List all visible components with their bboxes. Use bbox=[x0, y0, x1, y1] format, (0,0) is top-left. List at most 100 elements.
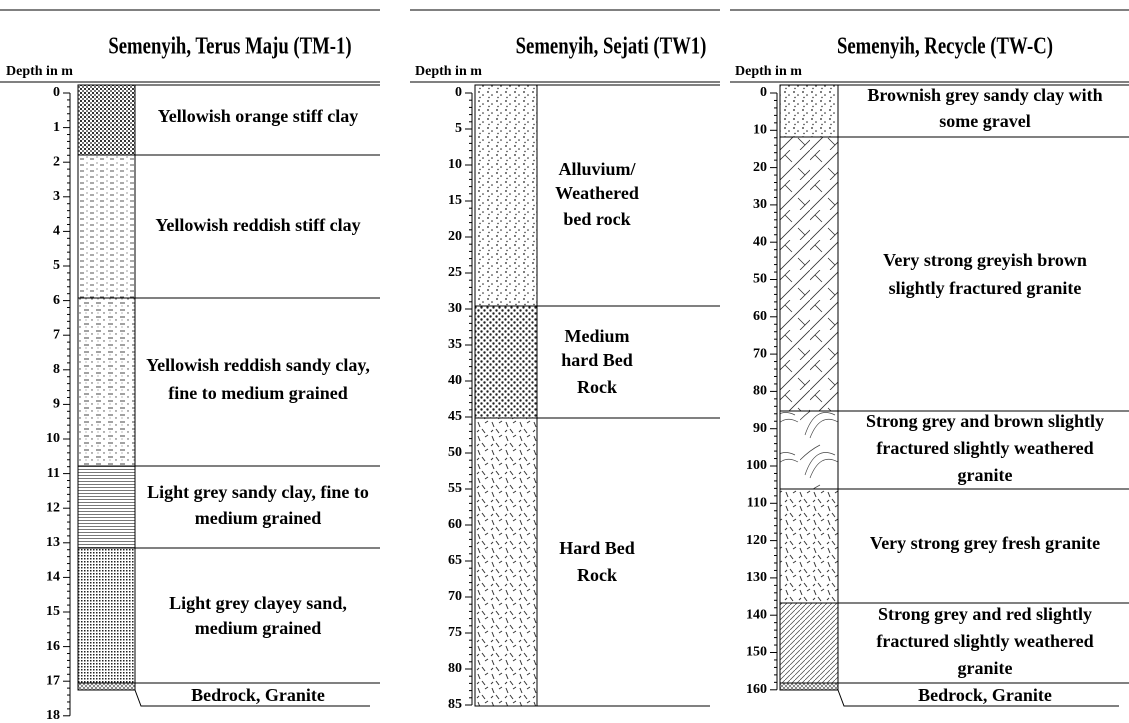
layer-fill bbox=[779, 84, 839, 138]
tick-label: 10 bbox=[448, 157, 462, 172]
layer-fill bbox=[474, 417, 538, 707]
layer-fill bbox=[77, 547, 136, 684]
tick-label: 8 bbox=[53, 362, 60, 377]
tick-label: 0 bbox=[455, 85, 462, 100]
tick-label: 50 bbox=[448, 445, 462, 460]
tick-label: 130 bbox=[746, 570, 767, 585]
layer-label: fractured slightly weathered bbox=[876, 438, 1093, 458]
tick-label: 30 bbox=[448, 301, 462, 316]
tick-label: 20 bbox=[448, 229, 462, 244]
tick-label: 20 bbox=[753, 160, 767, 175]
depth-label: Depth in m bbox=[415, 64, 482, 79]
tick-label: 6 bbox=[53, 293, 60, 308]
layer-label: Brownish grey sandy clay with bbox=[867, 85, 1102, 105]
tick-label: 35 bbox=[448, 337, 462, 352]
tick-label: 7 bbox=[53, 327, 60, 342]
tick-label: 13 bbox=[46, 535, 60, 550]
layer-label: Strong grey and brown slightly bbox=[866, 411, 1104, 431]
tick-label: 3 bbox=[53, 189, 60, 204]
tick-label: 5 bbox=[53, 258, 60, 273]
layer-label: fine to medium grained bbox=[168, 383, 348, 403]
layer-label: Rock bbox=[577, 377, 617, 397]
layer-label: Weathered bbox=[555, 183, 639, 203]
tick-label: 80 bbox=[753, 384, 767, 399]
layer-label: Light grey sandy clay, fine to bbox=[147, 482, 369, 502]
layer-label: Bedrock, Granite bbox=[918, 685, 1052, 705]
tick-label: 80 bbox=[448, 661, 462, 676]
layer-fill bbox=[77, 84, 136, 156]
tick-label: 2 bbox=[53, 154, 60, 169]
layer-label: granite bbox=[958, 658, 1013, 678]
layer-fill bbox=[77, 465, 136, 549]
layer-label: granite bbox=[958, 465, 1013, 485]
tick-label: 45 bbox=[448, 409, 462, 424]
tick-label: 150 bbox=[746, 645, 767, 660]
tick-label: 1 bbox=[53, 120, 60, 135]
tick-label: 40 bbox=[448, 373, 462, 388]
layer-label: medium grained bbox=[195, 618, 322, 638]
tick-label: 0 bbox=[760, 85, 767, 100]
tick-label: 100 bbox=[746, 458, 767, 473]
tick-label: 40 bbox=[753, 234, 767, 249]
layer-fill bbox=[77, 682, 136, 691]
tick-label: 70 bbox=[448, 589, 462, 604]
layer-label: Yellowish reddish stiff clay bbox=[155, 215, 360, 235]
layer-fill bbox=[474, 305, 538, 419]
tick-label: 50 bbox=[753, 272, 767, 287]
tick-label: 5 bbox=[455, 121, 462, 136]
tick-label: 14 bbox=[46, 570, 60, 585]
column-title: Semenyih, Terus Maju (TM-1) bbox=[108, 32, 351, 59]
tick-label: 10 bbox=[753, 123, 767, 138]
depth-label: Depth in m bbox=[6, 64, 73, 79]
layer-fill bbox=[77, 154, 136, 299]
layer-label: hard Bed bbox=[561, 350, 633, 370]
layer-label: Medium bbox=[565, 326, 630, 346]
tick-label: 70 bbox=[753, 346, 767, 361]
layer-label: Alluvium/ bbox=[558, 159, 636, 179]
layer-fill bbox=[77, 297, 136, 467]
layer-label: medium grained bbox=[195, 508, 322, 528]
tick-label: 65 bbox=[448, 553, 462, 568]
layer-label: some gravel bbox=[939, 111, 1030, 131]
layer-fill bbox=[779, 136, 839, 412]
tick-label: 110 bbox=[747, 496, 767, 511]
tick-label: 0 bbox=[53, 85, 60, 100]
layer-label: Very strong grey fresh granite bbox=[870, 533, 1100, 553]
tick-label: 75 bbox=[448, 625, 462, 640]
tick-label: 120 bbox=[746, 533, 767, 548]
tick-label: 11 bbox=[47, 466, 60, 481]
layer-label: Hard Bed bbox=[559, 538, 635, 558]
tick-label: 4 bbox=[53, 224, 60, 239]
tick-label: 30 bbox=[753, 197, 767, 212]
tick-label: 15 bbox=[46, 604, 60, 619]
layer-fill bbox=[779, 488, 839, 604]
layer-label: Bedrock, Granite bbox=[191, 685, 325, 705]
tick-label: 12 bbox=[46, 500, 60, 515]
layer-label: Yellowish orange stiff clay bbox=[158, 106, 358, 126]
depth-label: Depth in m bbox=[735, 64, 802, 79]
layer-fill bbox=[779, 602, 839, 684]
base-line bbox=[134, 689, 370, 707]
column-title: Semenyih, Recycle (TW-C) bbox=[837, 32, 1053, 59]
tick-label: 16 bbox=[46, 639, 60, 654]
layer-label: Very strong greyish brown bbox=[883, 250, 1087, 270]
tick-label: 15 bbox=[448, 193, 462, 208]
tick-label: 60 bbox=[448, 517, 462, 532]
layer-label: Rock bbox=[577, 565, 617, 585]
tick-label: 10 bbox=[46, 431, 60, 446]
tick-label: 140 bbox=[746, 607, 767, 622]
layer-label: Yellowish reddish sandy clay, bbox=[146, 355, 370, 375]
layer-label: bed rock bbox=[563, 209, 630, 229]
tick-label: 18 bbox=[46, 708, 60, 723]
column-title: Semenyih, Sejati (TW1) bbox=[516, 32, 707, 59]
layer-fill bbox=[779, 410, 839, 490]
tick-label: 160 bbox=[746, 682, 767, 697]
tick-label: 85 bbox=[448, 697, 462, 712]
tick-label: 60 bbox=[753, 309, 767, 324]
layer-label: slightly fractured granite bbox=[889, 278, 1082, 298]
layer-fill bbox=[474, 84, 538, 307]
base-line bbox=[837, 689, 1119, 707]
tick-label: 90 bbox=[753, 421, 767, 436]
tick-label: 17 bbox=[46, 673, 60, 688]
